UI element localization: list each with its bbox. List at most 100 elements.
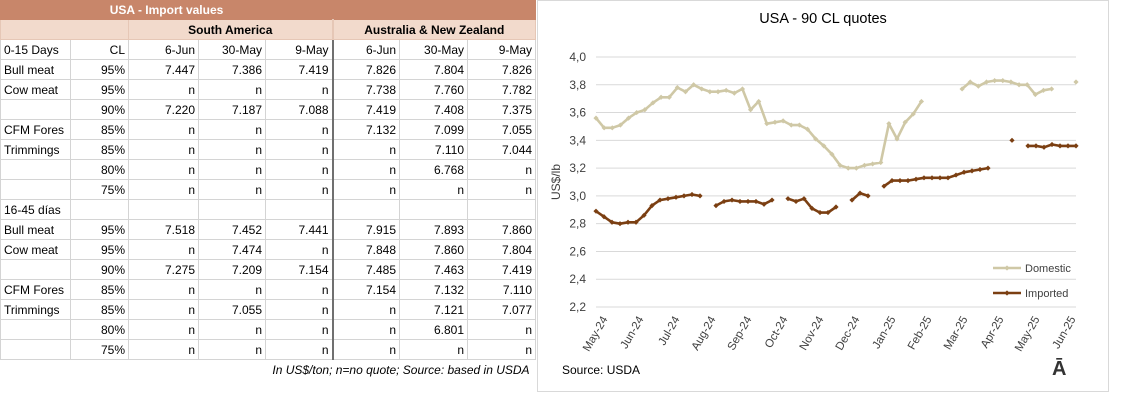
data-point-imported [905,178,911,184]
region-australia-nz: Australia & New Zealand [331,19,537,40]
data-point-imported [913,176,919,182]
data-point-domestic [878,159,884,166]
data-point-imported [1033,143,1039,149]
table-row: 90% 7.275 7.209 7.154 7.485 7.463 7.419 [0,259,537,280]
data-point-domestic [723,87,729,93]
table-note: In US$/ton; n=no quote; Source: based in… [272,362,530,377]
column-header: 30-May [399,39,469,60]
y-tick-label: 2,4 [569,272,586,286]
value-cell: 7.088 [264,99,334,120]
data-point-imported [689,191,695,198]
column-header: 9-May [467,39,537,60]
x-tick-label: Sep-24 [726,314,755,353]
data-point-imported [793,198,799,205]
value-cell: 7.804 [399,59,469,80]
data-point-domestic [1048,86,1055,92]
value-cell: 6.768 [399,159,469,180]
cl-cell: 90% [70,99,129,120]
data-point-domestic [829,151,835,157]
data-point-imported [833,204,839,210]
value-cell: 7.848 [331,239,401,260]
data-point-imported [609,219,615,225]
value-cell: n [128,79,199,100]
data-point-domestic [902,119,908,125]
table-row: 90% 7.220 7.187 7.088 7.419 7.408 7.375 [0,99,537,120]
value-cell: n [264,79,334,100]
row-label: Bull meat [0,59,71,80]
data-point-imported [817,209,823,216]
row-label: Bull meat [0,219,71,240]
y-tick-label: 2,2 [569,300,586,314]
value-cell: 7.375 [467,99,537,120]
value-cell: 7.132 [399,279,469,300]
value-cell: n [128,179,199,200]
data-point-imported [657,197,663,203]
column-header: 6-Jun [331,39,401,60]
value-cell: n [467,339,537,360]
value-cell: 7.441 [264,219,334,240]
data-point-domestic [813,136,819,142]
data-point-imported [801,196,807,202]
value-cell: 7.055 [467,119,537,140]
row-label: Trimmings [0,299,71,320]
value-cell: 7.518 [128,219,199,240]
value-cell: 7.121 [399,299,469,320]
x-tick-label: Mar-25 [942,315,971,353]
value-cell: 7.132 [331,119,401,140]
data-point-imported [697,193,703,199]
table-row: Cow meat 95% n 7.474 n 7.848 7.860 7.804 [0,239,537,260]
row-label: CFM Fores [0,119,71,140]
value-cell [331,199,401,220]
legend-marker-domestic [1004,265,1010,271]
row-label: 16-45 días [0,199,71,220]
value-cell: n [198,179,266,200]
cl-cell: 95% [70,239,129,260]
value-cell: 7.386 [198,59,266,80]
table-title: USA - Import values [0,0,334,20]
series-line-domestic [595,83,923,170]
data-point-domestic [764,121,770,127]
value-cell: 7.044 [467,139,537,160]
data-point-imported [849,197,855,203]
y-tick-label: 3,0 [569,189,586,203]
data-point-domestic [674,84,680,91]
data-point-imported [673,194,679,200]
data-point-imported [1009,137,1015,143]
column-header-row: 0-15 Days CL 6-Jun 30-May 9-May 6-Jun 30-May 9-… [0,39,537,60]
table-note-row: In US$/ton; n=no quote; Source: based in… [1,360,536,380]
data-point-imported [633,219,639,225]
data-point-imported [825,209,831,216]
line-chart: 2,2 2,4 2,6 2,8 3,0 3,2 3,4 3,6 3,8 4,0 US$/lb May-… [549,50,1079,354]
cl-cell [70,199,129,220]
data-point-imported [785,196,791,202]
data-point-domestic [682,89,689,95]
legend-marker-imported [1004,290,1010,296]
column-header: 30-May [198,39,266,60]
value-cell: n [331,319,401,340]
data-point-imported [601,214,607,220]
x-tick-label: May-25 [1013,315,1043,354]
table-row: Trimmings 85% n n n n 7.110 7.044 [0,139,537,160]
value-cell: 7.447 [128,59,199,80]
value-cell: 7.463 [399,259,469,280]
column-header: 9-May [264,39,334,60]
data-point-domestic [959,86,965,92]
value-cell: n [264,119,334,140]
data-point-domestic [1000,78,1006,84]
value-cell: 7.077 [467,299,537,320]
data-point-domestic [975,83,981,89]
import-values-table: USA - Import values South America Australi… [0,0,537,380]
data-point-imported [681,193,687,199]
y-tick-label: 3,4 [569,133,586,147]
series-line-domestic [961,79,1052,96]
table-row: 80% n n n n 6.801 n [0,319,537,340]
legend-label-imported: Imported [1025,288,1068,300]
value-cell: 7.738 [331,79,401,100]
value-cell [467,199,537,220]
value-cell: 7.419 [331,99,401,120]
data-point-imported [665,196,671,202]
row-label [0,179,71,200]
value-cell: 7.187 [198,99,266,120]
x-tick-label: Nov-24 [798,314,827,353]
data-point-domestic [1008,79,1014,85]
